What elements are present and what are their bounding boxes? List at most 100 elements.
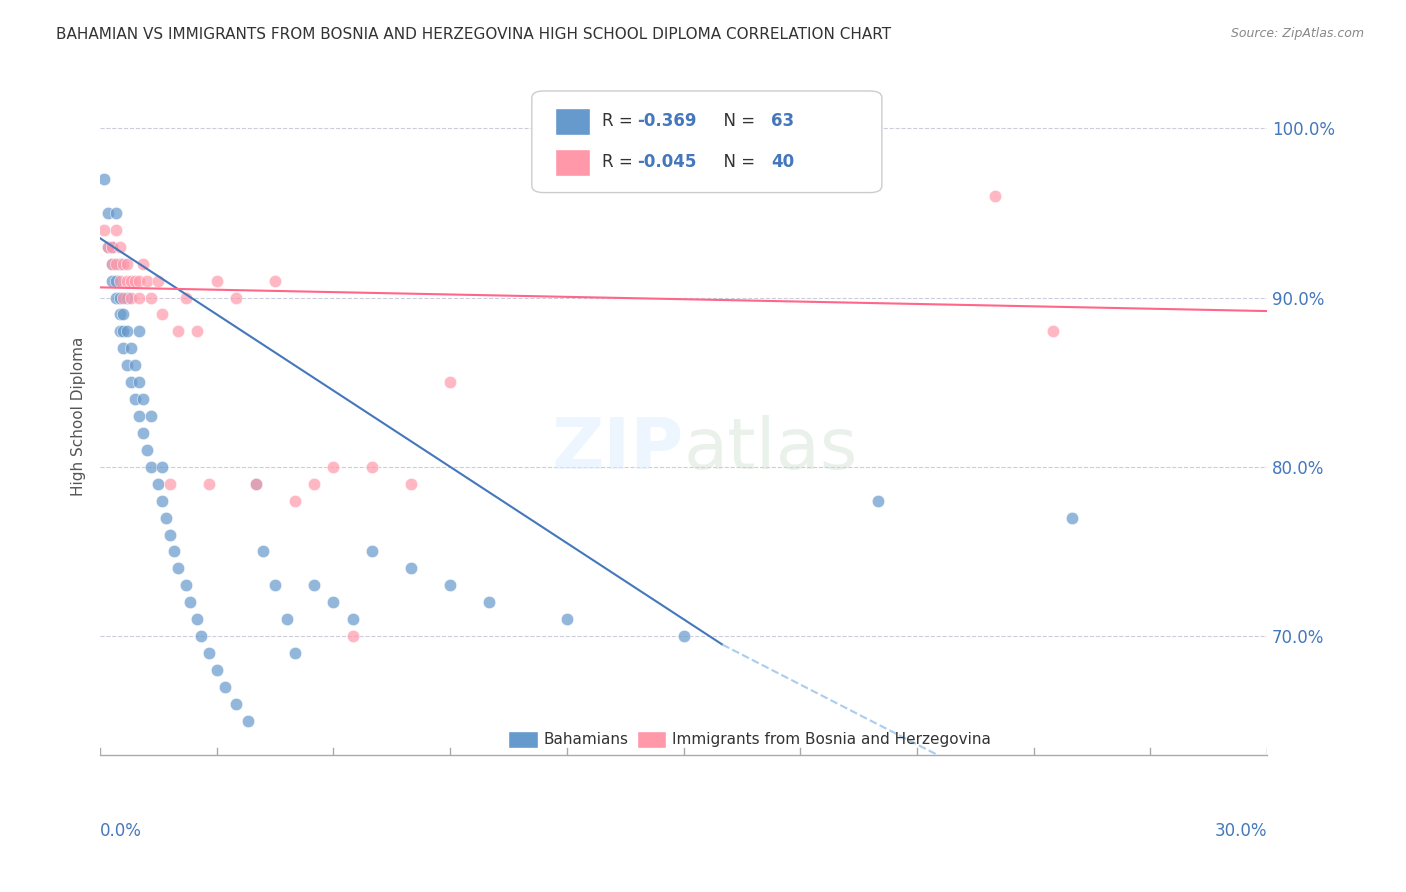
Point [342,629,364,643]
Point [361,544,384,558]
Point [112,341,135,355]
Text: Source: ZipAtlas.com: Source: ZipAtlas.com [1230,27,1364,40]
Point [93,172,115,186]
Point [112,257,135,271]
Text: -0.369: -0.369 [637,112,696,130]
Point [104,223,127,237]
Point [1042,325,1064,339]
Point [117,358,139,372]
Point [128,409,150,423]
Point [302,476,325,491]
Point [128,325,150,339]
Bar [509,731,537,747]
Point [284,646,307,660]
Point [214,680,236,694]
Point [135,442,157,457]
Point [322,459,344,474]
Text: 30.0%: 30.0% [1215,822,1267,840]
Point [97,240,120,254]
Point [163,544,186,558]
Point [672,629,695,643]
Point [186,325,208,339]
Point [124,392,146,406]
Point [139,459,162,474]
Point [108,291,131,305]
Point [167,325,190,339]
Point [135,274,157,288]
Point [205,274,228,288]
Point [1062,510,1084,524]
Point [132,425,155,440]
Bar [555,108,591,135]
Point [117,274,139,288]
Point [93,223,115,237]
Point [322,595,344,609]
Point [139,291,162,305]
Point [190,629,212,643]
Point [117,325,139,339]
Point [117,257,139,271]
Point [108,308,131,322]
Point [108,240,131,254]
Point [148,476,170,491]
Point [174,578,197,592]
Point [112,308,135,322]
Point [101,240,124,254]
Text: Bahamians: Bahamians [544,731,628,747]
Point [284,493,307,508]
Y-axis label: High School Diploma: High School Diploma [72,336,86,496]
Point [150,308,173,322]
Point [555,612,578,626]
Point [478,595,501,609]
Text: N =: N = [713,153,761,171]
Point [167,561,190,575]
Point [236,714,259,728]
Point [264,274,287,288]
Point [361,459,384,474]
Point [104,206,127,220]
Point [225,697,247,711]
Point [132,257,155,271]
Point [120,341,142,355]
Point [276,612,298,626]
Text: -0.045: -0.045 [637,153,696,171]
Point [120,274,142,288]
Point [97,240,120,254]
Point [101,257,124,271]
Point [159,527,181,541]
Point [302,578,325,592]
Point [124,274,146,288]
Point [225,291,247,305]
Text: 40: 40 [770,153,794,171]
Point [245,476,267,491]
Text: R =: R = [602,153,638,171]
Point [97,206,120,220]
Point [342,612,364,626]
Point [112,291,135,305]
Bar [637,731,666,747]
Text: N =: N = [713,112,761,130]
Text: R =: R = [602,112,638,130]
Point [150,493,173,508]
Text: ZIP: ZIP [551,416,683,484]
Point [401,561,423,575]
Point [124,358,146,372]
Point [112,325,135,339]
Point [104,274,127,288]
Point [264,578,287,592]
Point [120,375,142,389]
Point [252,544,274,558]
Point [120,291,142,305]
Point [128,375,150,389]
Point [866,493,889,508]
Point [101,274,124,288]
Point [245,476,267,491]
Point [401,476,423,491]
Point [159,476,181,491]
Point [174,291,197,305]
Point [439,375,461,389]
Bar [555,149,591,176]
Point [186,612,208,626]
Point [132,392,155,406]
Text: 63: 63 [770,112,794,130]
